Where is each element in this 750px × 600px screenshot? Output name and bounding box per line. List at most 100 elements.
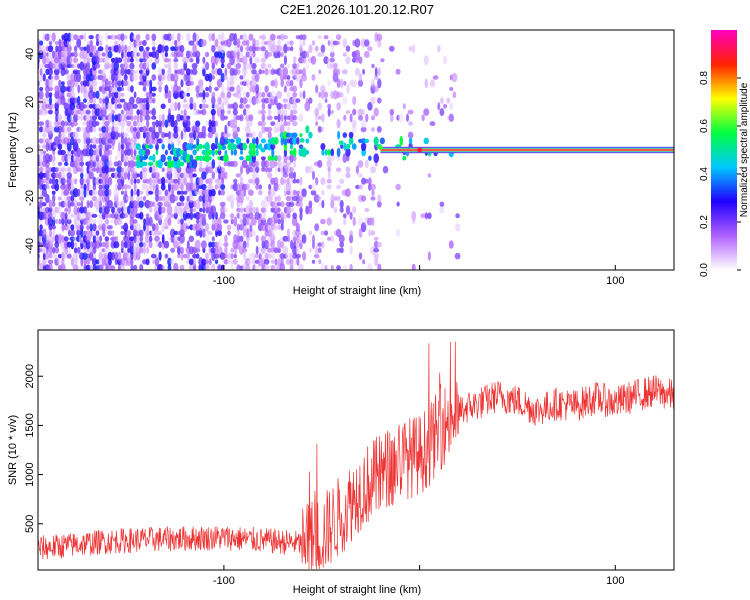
spectrogram-cell-2618 [448, 113, 454, 123]
spectrogram-cell-1238 [167, 217, 172, 226]
spectrogram-cell-2276 [298, 113, 304, 123]
spectrogram-cell-366 [72, 264, 79, 270]
spectrogram-cell-1873 [245, 51, 251, 58]
spectrogram-cell-1549 [205, 222, 210, 232]
spectrogram-cell-1138 [151, 115, 157, 120]
spectrogram-cell-2416 [336, 118, 341, 129]
spectrogram-cell-279 [63, 200, 69, 209]
spectrogram-cell-1648 [216, 177, 223, 186]
spectrogram-cell-1840 [243, 108, 247, 116]
spectrogram-cell-2553 [377, 194, 382, 203]
spectrogram-cell-2535 [371, 63, 375, 69]
spectrogram-cell-610 [94, 63, 101, 69]
spectrogram-cell-447 [80, 84, 84, 94]
spectrogram-cell-254 [61, 154, 65, 163]
spectrogram-cell-2053 [269, 188, 276, 197]
spectrogram-cell-1285 [170, 40, 175, 46]
spectrogram-cell-303 [67, 246, 71, 255]
spectrogram-cell-334 [66, 44, 72, 53]
spectrogram-cell-1913 [252, 147, 256, 157]
spectrogram-cell-142 [48, 124, 53, 135]
spectrogram-cell-2167 [282, 35, 289, 40]
spectrogram-cell-889 [122, 62, 129, 70]
spectrogram-cell-2128 [280, 136, 284, 146]
spectrogram-cell-2094 [277, 239, 282, 250]
spectrogram-cell-173 [51, 154, 56, 163]
spectrogram-cell-356 [69, 102, 76, 111]
spectrogram-cell-1294 [173, 183, 179, 191]
spectrogram-cell-794 [114, 79, 118, 88]
spectrogram-cell-2185 [286, 121, 291, 127]
spectrogram-cell-1655 [216, 107, 223, 117]
spectrogram-cell-1644 [217, 223, 223, 231]
spectrogram-cell-2241 [292, 85, 298, 93]
spectrogram-cell-2300 [305, 138, 310, 144]
spectrogram-cell-2336 [318, 259, 322, 265]
spectrogram-cell-1028 [138, 120, 144, 127]
spectrogram-cell-1361 [180, 110, 184, 115]
spectrogram-cell-822 [117, 91, 122, 99]
spectrogram-cell-1651 [218, 158, 222, 169]
spectrogram-cell-1753 [233, 234, 238, 244]
spectrogram-cell-2249 [295, 242, 301, 248]
spectrogram-cell-1616 [211, 33, 215, 42]
spectrogram-cell-473 [82, 104, 88, 109]
spectrogram-cell-276 [64, 216, 68, 227]
spectrogram-cell-234 [58, 61, 62, 71]
spectrogram-cell-1498 [198, 223, 204, 231]
spectrogram-cell-1618 [213, 253, 220, 259]
spectrogram-cell-1641 [216, 246, 223, 255]
spectrogram-cell-1911 [251, 160, 257, 168]
spectrogram-cell-1025 [139, 154, 144, 162]
spectrogram-cell-2607 [437, 44, 441, 53]
spectrogram-cell-1883 [248, 199, 253, 209]
colorbar-tick-label-4: 0.8 [699, 71, 710, 85]
spectrogram-cell-689 [104, 218, 110, 225]
spectrogram-cell-1574 [208, 194, 213, 203]
spectrogram-cell-2040 [268, 46, 272, 52]
spectrogram-cell-1226 [164, 132, 169, 138]
spectrogram-cell-1536 [201, 108, 207, 116]
spectrogram-cell-1737 [230, 149, 234, 156]
spectrogram-cell-1444 [189, 50, 193, 59]
spectrogram-cell-1362 [179, 90, 185, 100]
spectrogram-cell-217 [58, 201, 62, 207]
spectrogram-cell-1050 [141, 170, 148, 180]
spectrogram-cell-2582 [407, 131, 414, 139]
spectrogram-cell-632 [97, 159, 104, 168]
spectrogram-cell-2462 [348, 131, 354, 139]
spectrogram-cell-1882 [248, 207, 253, 213]
spectrogram-cell-2587 [411, 219, 416, 224]
spectrogram-cell-1597 [210, 205, 217, 215]
spectrogram-cell-242 [61, 247, 65, 254]
spectrogram-cell-206 [54, 61, 60, 71]
spectrogram-cell-896 [127, 247, 131, 253]
spectrogram-cell-921 [130, 264, 134, 270]
spectrogram-cell-2520 [368, 155, 372, 161]
spectrogram-cell-2110 [276, 90, 283, 99]
spectrogram-cell-89 [42, 49, 47, 60]
spectrogram-cell-215 [58, 218, 62, 225]
spectrogram-cell-1330 [176, 136, 182, 146]
spectrogram-cell-2620 [449, 87, 454, 91]
spectrogram-cell-740 [108, 74, 112, 81]
spectrogram-cell-752 [111, 206, 116, 214]
spectrogram-cell-1773 [233, 40, 238, 46]
spectrogram-cell-169 [51, 177, 56, 186]
spectrogram-cell-474 [83, 98, 87, 103]
spectrogram-cell-2370 [323, 35, 329, 40]
spectrogram-cell-1948 [257, 257, 263, 267]
spectrogram-cell-2007 [263, 97, 270, 104]
spectrogram-cell-2492 [357, 79, 364, 87]
spectrogram-cell-1987 [262, 69, 265, 74]
spectrogram-cell-2534 [370, 78, 376, 88]
spectrogram-cell-1742 [229, 86, 235, 92]
spectrogram-cell-377 [72, 188, 79, 198]
spectrogram-cell-1337 [176, 51, 182, 58]
spectrogram-cell-2112 [277, 50, 281, 59]
spectrogram-cell-742 [107, 50, 113, 59]
spectrogram-cell-1720 [227, 103, 231, 110]
spectrogram-cell-645 [97, 50, 104, 59]
spectrogram-cell-1541 [202, 62, 206, 70]
spectrogram-cell-2415 [337, 130, 341, 140]
